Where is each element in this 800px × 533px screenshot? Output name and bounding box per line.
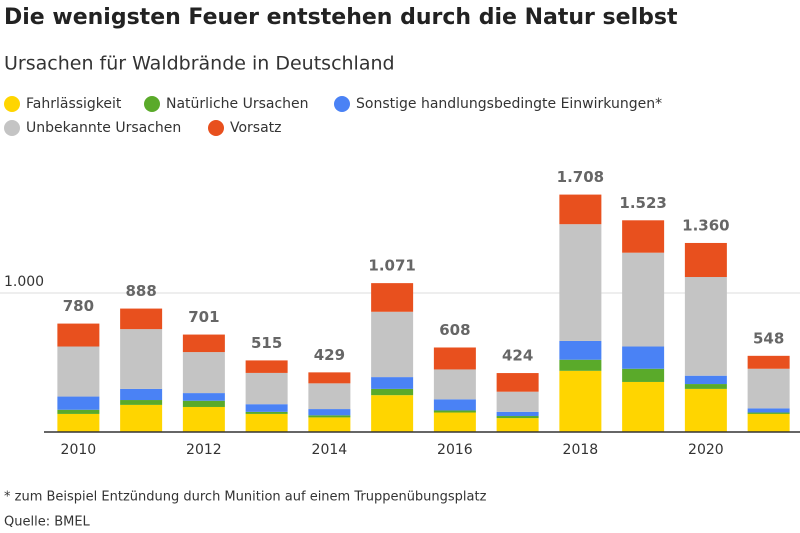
bar-segment: [308, 415, 351, 418]
x-tick-label: 2014: [312, 442, 348, 458]
bar-segment: [182, 334, 225, 353]
bar-segment: [684, 388, 727, 432]
bar-segment: [622, 252, 665, 347]
chart-subtitle: Ursachen für Waldbrände in Deutschland: [4, 53, 395, 75]
bar-segment: [747, 413, 790, 432]
total-label: 701: [188, 308, 219, 326]
bar-segment: [559, 359, 602, 371]
bar-segment: [684, 384, 727, 389]
bar-segment: [622, 220, 665, 253]
bar-segment: [120, 329, 163, 389]
bar-segment: [559, 224, 602, 341]
bar-segment: [684, 375, 727, 385]
bar-segment: [433, 399, 476, 411]
bar-segment: [245, 413, 288, 432]
x-tick-label: 2020: [688, 442, 724, 458]
total-label: 780: [63, 297, 94, 315]
bar-segment: [433, 412, 476, 432]
bar-segment: [747, 408, 790, 413]
bar-segment: [622, 381, 665, 432]
bar-segment: [747, 355, 790, 369]
legend-label: Vorsatz: [230, 120, 282, 136]
bar-segment: [559, 340, 602, 360]
total-label: 515: [251, 334, 282, 352]
bar-segment: [496, 391, 539, 412]
legend-label: Natürliche Ursachen: [166, 96, 309, 112]
bar-segment: [120, 404, 163, 432]
bar-segment: [57, 396, 100, 410]
x-tick-label: 2016: [437, 442, 473, 458]
legend-label: Unbekannte Ursachen: [26, 120, 181, 136]
bar-segment: [371, 283, 414, 312]
total-label: 1.523: [619, 194, 666, 212]
legend-label: Sonstige handlungsbedingte Einwirkungen*: [356, 96, 662, 112]
bar-segment: [308, 409, 351, 416]
bar-segment: [496, 411, 539, 417]
bar-segment: [182, 352, 225, 394]
bar-segment: [182, 400, 225, 407]
total-label: 1.360: [682, 216, 729, 234]
y-tick-label: 1.000: [4, 274, 44, 290]
bar-segment: [747, 412, 790, 414]
bar-segment: [684, 242, 727, 278]
footnote: * zum Beispiel Entzündung durch Munition…: [4, 490, 487, 505]
legend-swatch: [208, 120, 224, 136]
bar-segment: [622, 368, 665, 382]
total-label: 1.708: [557, 168, 604, 186]
bar-segment: [684, 277, 727, 376]
bar-segment: [245, 404, 288, 412]
chart-title: Die wenigsten Feuer entstehen durch die …: [4, 5, 678, 30]
legend-swatch: [4, 120, 20, 136]
bar-segment: [371, 395, 414, 432]
legend-swatch: [334, 96, 350, 112]
bar-segment: [559, 194, 602, 225]
total-label: 424: [502, 347, 533, 365]
total-label: 888: [125, 282, 156, 300]
bar-segment: [371, 388, 414, 396]
total-label: 1.071: [368, 257, 415, 275]
source: Quelle: BMEL: [4, 515, 91, 530]
legend-swatch: [144, 96, 160, 112]
total-label: 608: [439, 321, 470, 339]
legend-label: Fahrlässigkeit: [26, 96, 122, 112]
bar-segment: [245, 411, 288, 414]
x-tick-label: 2010: [61, 442, 97, 458]
bar-segment: [559, 370, 602, 432]
bar-segment: [747, 368, 790, 409]
bar-segment: [496, 418, 539, 432]
bar-segment: [622, 346, 665, 369]
bar-segment: [245, 360, 288, 373]
x-tick-label: 2012: [186, 442, 222, 458]
bar-segment: [433, 369, 476, 400]
bar-segment: [433, 347, 476, 370]
legend-swatch: [4, 96, 20, 112]
bar-segment: [182, 406, 225, 432]
x-tick-label: 2018: [563, 442, 599, 458]
bar-segment: [57, 323, 100, 347]
bar-segment: [433, 410, 476, 413]
bar-segment: [57, 409, 100, 414]
total-label: 429: [314, 346, 345, 364]
bar-segment: [120, 400, 163, 405]
bar-segment: [308, 417, 351, 432]
bar-segment: [496, 416, 539, 419]
bar-segment: [120, 308, 163, 330]
total-label: 548: [753, 329, 784, 347]
bar-segment: [245, 372, 288, 405]
bar-segment: [182, 393, 225, 401]
bar-segment: [120, 388, 163, 401]
bar-segment: [57, 346, 100, 397]
bar-segment: [371, 311, 414, 378]
bar-segment: [308, 383, 351, 410]
bar-segment: [308, 372, 351, 384]
bar-segment: [57, 413, 100, 432]
bar-segment: [371, 377, 414, 389]
bar-segment: [496, 373, 539, 392]
